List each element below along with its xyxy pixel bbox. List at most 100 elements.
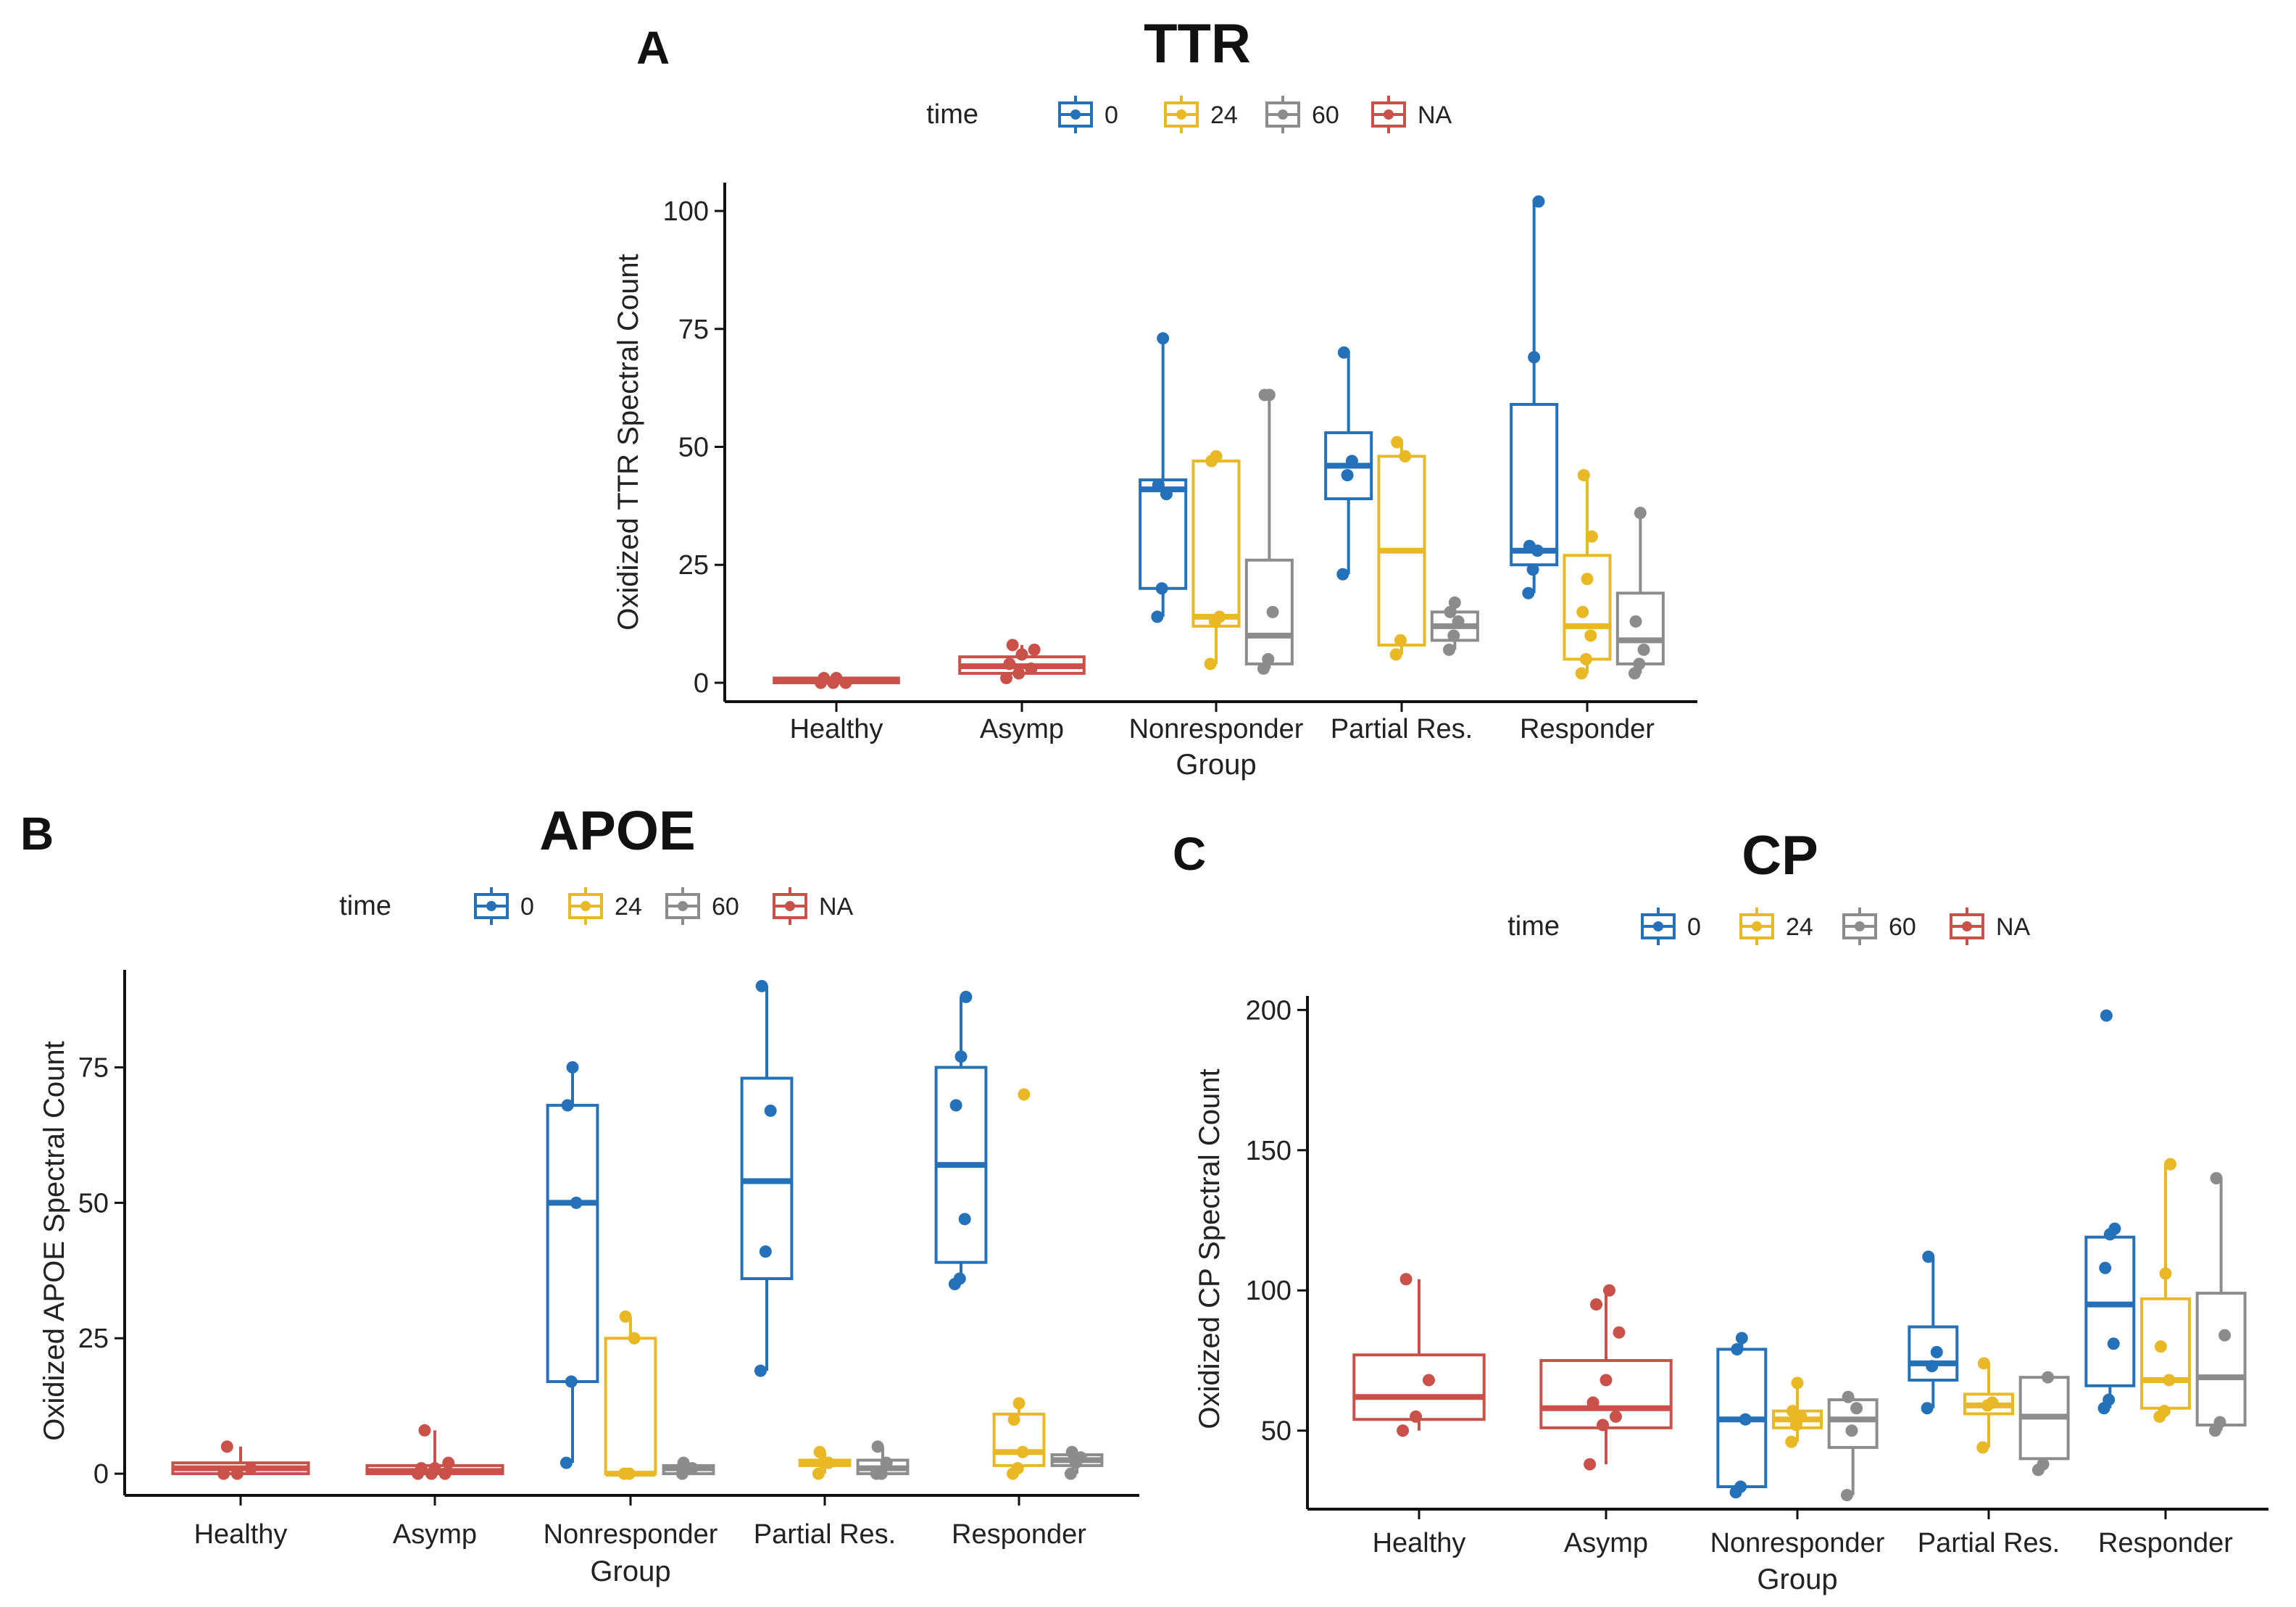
data-point: [217, 1467, 230, 1480]
data-point: [1016, 1445, 1029, 1458]
data-point: [2107, 1337, 2120, 1350]
data-point: [875, 1467, 888, 1480]
data-point: [677, 1456, 690, 1469]
legend-key-na: [773, 887, 807, 925]
data-point: [949, 1099, 962, 1112]
legend-label-na: NA: [1418, 101, 1452, 129]
box-healthy-tna: [1352, 1273, 1486, 1437]
x-tick-label: Partial Res.: [1331, 714, 1473, 744]
box-nonresponder-t60: [1827, 1390, 1879, 1502]
y-tick-label: 75: [678, 315, 709, 345]
legend-label-na: NA: [819, 893, 854, 921]
y-axis-label: Oxidized APOE Spectral Count: [38, 1041, 70, 1440]
data-point: [2100, 1009, 2113, 1022]
data-point: [2099, 1261, 2112, 1274]
legend-key-0: [474, 887, 509, 925]
data-point: [1850, 1402, 1863, 1415]
legend-label-24: 24: [615, 893, 642, 921]
x-tick-label: Healthy: [790, 714, 883, 744]
legend-point: [1653, 921, 1663, 931]
data-point: [1921, 1402, 1934, 1415]
data-point: [1739, 1413, 1752, 1426]
data-point: [1986, 1396, 1999, 1409]
box-responder-t24: [2140, 1158, 2191, 1423]
data-point: [1389, 648, 1402, 661]
legend-point: [785, 901, 795, 911]
data-point: [812, 1467, 825, 1480]
data-point: [2037, 1458, 2050, 1471]
y-tick-label: 50: [678, 433, 709, 463]
box-partial-res--t0: [740, 979, 794, 1377]
box-partial-res--t24: [798, 1445, 852, 1480]
data-point: [1590, 1298, 1603, 1311]
data-point: [1581, 573, 1594, 586]
data-point: [1399, 1273, 1413, 1286]
data-point: [418, 1424, 431, 1437]
box-nonresponder-t0: [1139, 332, 1188, 623]
data-point: [1257, 662, 1270, 675]
y-tick-label: 25: [678, 550, 709, 581]
box-asymp-tna: [365, 1424, 504, 1480]
x-tick-label: Responder: [1520, 714, 1655, 744]
data-point: [1602, 1284, 1615, 1297]
data-point: [1204, 657, 1217, 670]
x-tick-label: Asymp: [980, 714, 1064, 744]
legend-label-0: 0: [1105, 101, 1118, 129]
data-point: [1006, 639, 1019, 652]
legend-point: [1752, 921, 1762, 931]
box-responder-t24: [1563, 469, 1612, 680]
data-point: [754, 1364, 767, 1377]
box-nonresponder-t24: [604, 1310, 657, 1480]
x-tick-label: Responder: [952, 1519, 1086, 1550]
data-point: [1522, 586, 1535, 599]
data-point: [1977, 1357, 1990, 1370]
data-point: [1584, 629, 1597, 642]
box-nonresponder-t24: [1772, 1376, 1823, 1448]
data-point: [1786, 1405, 1799, 1418]
data-point: [1576, 605, 1589, 618]
box-responder-t24: [992, 1088, 1046, 1480]
y-tick-label: 50: [1261, 1416, 1292, 1447]
data-point: [2108, 1222, 2121, 1235]
data-point: [438, 1467, 452, 1480]
data-point: [818, 671, 831, 684]
data-point: [880, 1456, 893, 1469]
legend-key-24: [1164, 96, 1199, 133]
legend-point: [1278, 109, 1288, 120]
data-point: [1523, 539, 1536, 552]
legend: time 0 24 60 NA: [926, 96, 1452, 133]
y-tick-label: 0: [694, 668, 709, 699]
data-point: [560, 1456, 573, 1469]
data-point: [428, 1462, 441, 1475]
data-point: [1526, 563, 1539, 576]
data-point: [2158, 1405, 2171, 1418]
x-tick-label: Healthy: [194, 1519, 288, 1550]
data-point: [1734, 1480, 1747, 1493]
y-tick-label: 0: [93, 1459, 109, 1490]
legend-key-60: [1842, 908, 1877, 945]
data-point: [1000, 671, 1013, 684]
data-point: [1575, 667, 1588, 680]
panel-letter: B: [20, 807, 54, 860]
data-point: [958, 1213, 971, 1226]
data-point: [1391, 436, 1404, 449]
data-point: [2218, 1329, 2231, 1342]
x-tick-label: Healthy: [1373, 1528, 1466, 1558]
data-point: [628, 1332, 641, 1345]
legend: time 0 24 60 NA: [1507, 908, 2031, 945]
data-point: [1735, 1332, 1748, 1345]
data-point: [1442, 643, 1455, 656]
data-point: [1015, 648, 1028, 661]
data-point: [1926, 1360, 1939, 1373]
box-partial-res--t0: [1324, 346, 1373, 581]
box-nonresponder-t60: [662, 1456, 715, 1480]
legend-point: [1855, 921, 1865, 931]
data-point: [1528, 351, 1541, 364]
box-partial-res--t60: [2018, 1371, 2070, 1477]
data-point: [1922, 1250, 1935, 1263]
data-point: [1157, 332, 1170, 345]
legend-key-na: [1950, 908, 1984, 945]
box-responder-t60: [1050, 1445, 1104, 1480]
